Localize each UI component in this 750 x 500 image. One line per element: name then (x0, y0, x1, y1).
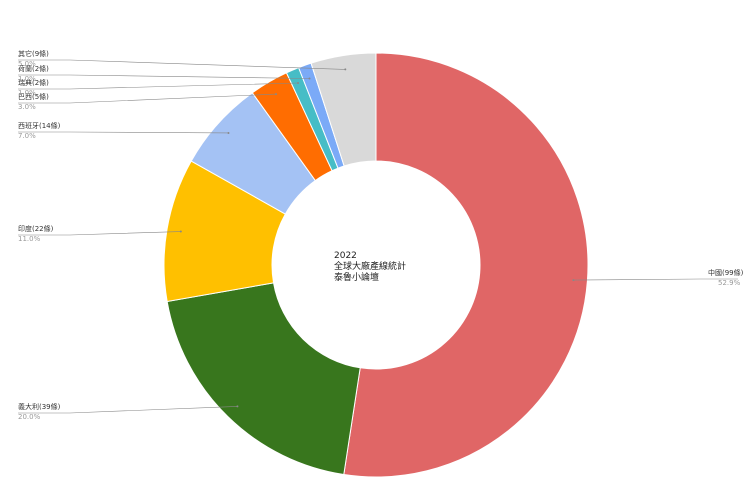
leader-line (18, 231, 181, 236)
slice-percent: 3.0% (18, 103, 36, 111)
donut-slice (343, 52, 589, 478)
slice-label: 西班牙(14條) (18, 121, 61, 130)
slice-percent: 1.0% (18, 89, 36, 97)
center-text: 2022 (334, 251, 357, 261)
slice-label: 其它(9條) (18, 49, 49, 58)
slice-label: 印度(22條) (18, 224, 54, 233)
leader-line (18, 82, 299, 90)
slice-percent: 11.0% (18, 235, 41, 243)
slice-percent: 52.9% (718, 279, 741, 287)
center-text: 泰魯小論壇 (334, 271, 379, 283)
slice-label: 瑞典(2條) (18, 78, 49, 87)
leader-line (18, 131, 229, 134)
leader-dot (572, 279, 575, 282)
slice-label: 巴西(5條) (18, 92, 49, 101)
leader-line (573, 278, 738, 281)
leader-line (18, 406, 238, 414)
leader-dot (236, 405, 239, 408)
leader-line (18, 74, 310, 79)
leader-dot (308, 77, 311, 80)
leader-dot (297, 81, 300, 84)
slice-label: 中國(99條) (708, 268, 744, 277)
slice-percent: 1.0% (18, 75, 36, 83)
slice-label: 荷蘭(2條) (18, 64, 49, 73)
leader-line (18, 59, 346, 70)
donut-slice (166, 282, 361, 476)
center-text: 全球大廠產線統計 (334, 260, 406, 272)
donut-slice (310, 52, 377, 167)
slice-label: 義大利(39條) (18, 402, 61, 411)
leader-dot (275, 93, 278, 96)
leader-dot (344, 68, 347, 71)
slice-percent: 5.0% (18, 60, 36, 68)
slice-percent: 20.0% (18, 413, 41, 421)
leader-dot (227, 131, 230, 134)
leader-dot (179, 230, 182, 233)
leader-line (18, 93, 277, 104)
slice-percent: 7.0% (18, 132, 36, 140)
